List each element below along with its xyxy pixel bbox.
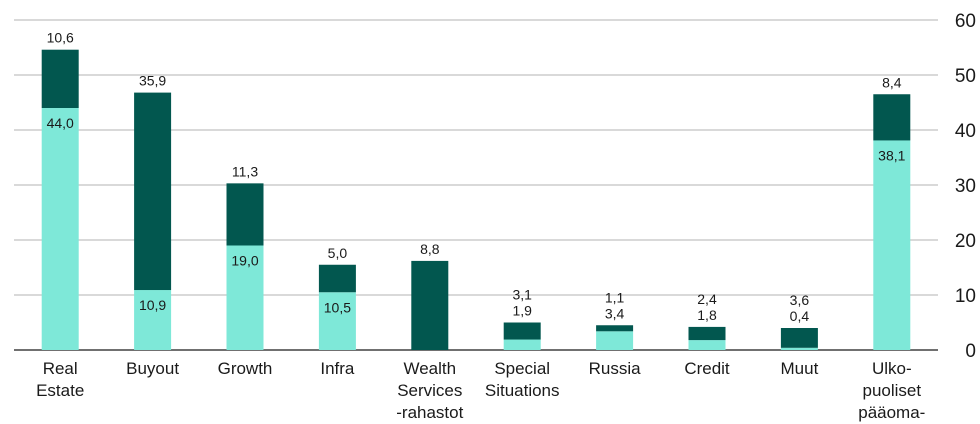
data-label-upper: 35,9 — [139, 73, 166, 89]
data-label-upper: 8,8 — [420, 241, 440, 257]
category-label: Buyout — [126, 359, 179, 378]
y-tick-label: 0 — [965, 341, 976, 362]
y-tick-label: 30 — [955, 176, 976, 197]
data-label-upper: 8,4 — [882, 74, 902, 90]
y-tick-label: 10 — [955, 286, 976, 307]
y-tick-label: 50 — [955, 66, 976, 87]
category-label: Ulko- — [872, 359, 912, 378]
bar-segment-lower — [226, 245, 264, 350]
bar-segment-upper — [780, 328, 818, 348]
y-tick-label: 20 — [955, 231, 976, 252]
category-label: Real — [43, 359, 78, 378]
category-label: Services — [397, 381, 462, 400]
bar-segment-upper — [318, 264, 356, 293]
category-label: Situations — [485, 381, 560, 400]
data-label-lower: 1,8 — [697, 307, 717, 323]
category-label: puoliset — [862, 381, 921, 400]
data-label-upper: 2,4 — [697, 291, 717, 307]
data-label-lower: 10,5 — [324, 299, 351, 315]
bar-segment-upper — [688, 326, 726, 341]
x-axis-categories: Real Estate Buyout Growth Infra Wealth Service… — [36, 359, 925, 422]
bar-segment-lower — [688, 340, 726, 350]
data-label-upper: 10,6 — [47, 30, 74, 46]
y-axis: 0 10 20 30 40 50 60 — [955, 11, 976, 362]
category-label: Russia — [589, 359, 642, 378]
data-label-upper: 3,1 — [512, 287, 532, 303]
category-label: Estate — [36, 381, 84, 400]
category-label: Special — [494, 359, 550, 378]
bar-segment-lower — [780, 347, 818, 350]
bar-segment-lower — [134, 290, 172, 350]
data-label-lower: 3,4 — [605, 305, 625, 321]
data-label-lower: 19,0 — [231, 253, 258, 269]
data-label-upper: 11,3 — [232, 163, 258, 179]
bar-segment-upper — [41, 49, 79, 108]
bar-segment-upper — [134, 92, 172, 291]
data-label-upper: 1,1 — [605, 289, 625, 305]
category-label: pääoma- — [858, 403, 925, 422]
category-label: -rahastot — [396, 403, 463, 422]
data-label-lower: 44,0 — [47, 115, 74, 131]
bar-segment-upper — [226, 183, 264, 246]
data-label-upper: 3,6 — [790, 292, 810, 308]
bar-segment-lower — [596, 331, 634, 350]
data-labels: 44,0 10,6 10,9 35,9 19,0 11,3 10,5 5,0 8,8 1,93,1… — [47, 30, 906, 324]
data-label-upper: 5,0 — [328, 245, 348, 261]
bar-segment-lower — [503, 339, 541, 350]
category-label: Wealth — [403, 359, 456, 378]
bar-segment-lower — [41, 108, 79, 350]
category-label: Muut — [781, 359, 819, 378]
bar-segment-upper — [596, 325, 634, 332]
data-label-lower: 1,9 — [512, 303, 532, 319]
bar-segment-lower — [318, 292, 356, 350]
data-label-lower: 0,4 — [790, 308, 810, 324]
y-tick-label: 40 — [955, 121, 976, 142]
data-label-lower: 38,1 — [878, 147, 905, 163]
category-label: Credit — [684, 359, 730, 378]
category-label: Infra — [320, 359, 355, 378]
y-tick-label: 60 — [955, 11, 976, 32]
bar-segment-upper — [503, 322, 541, 340]
bar-segment-upper — [873, 94, 911, 141]
bar-segment-upper — [411, 260, 449, 350]
data-label-lower: 10,9 — [139, 297, 166, 313]
bars — [41, 49, 911, 350]
category-label: Growth — [218, 359, 273, 378]
bar-segment-lower — [873, 140, 911, 350]
